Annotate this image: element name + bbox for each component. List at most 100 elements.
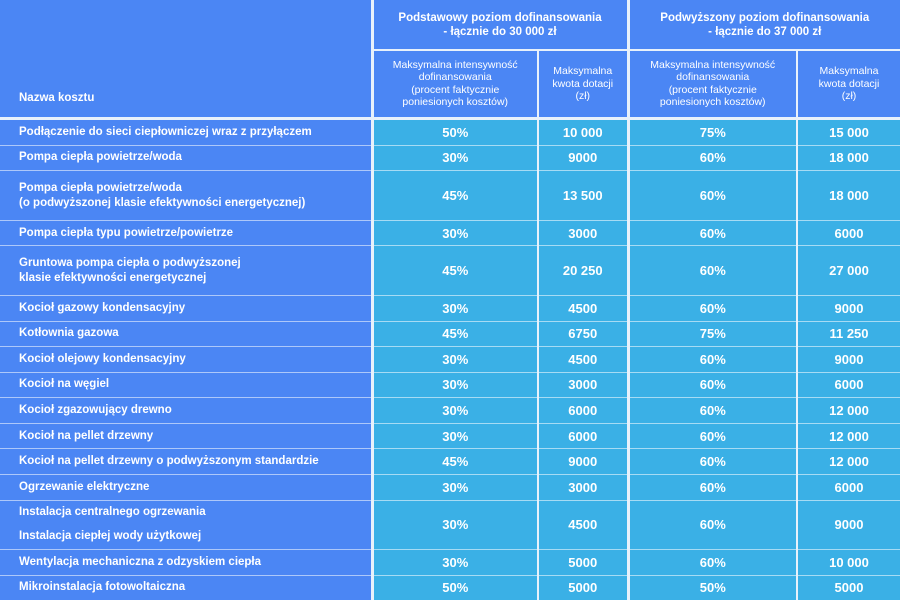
- name-column-header: Nazwa kosztu: [0, 0, 374, 120]
- raised-intensity-cell: 60%: [628, 423, 798, 450]
- cost-name-cell: Mikroinstalacja fotowoltaiczna: [0, 575, 374, 600]
- basic-amount-cell: 6000: [538, 397, 630, 424]
- basic-intensity-cell: 45%: [372, 245, 539, 296]
- cost-name-cell: Instalacja ciepłej wody użytkowej: [0, 524, 374, 551]
- basic-intensity-header: Maksymalna intensywność dofinansowania (…: [372, 50, 539, 120]
- raised-amount-header: Maksymalna kwota dotacji (zł): [797, 50, 900, 120]
- raised-intensity-cell: 60%: [628, 295, 798, 322]
- table-row: Pompa ciepła powietrze/woda (o podwyższon…: [0, 170, 900, 221]
- raised-intensity-cell: 60%: [628, 500, 798, 551]
- cost-name-line: Podłączenie do sieci ciepłowniczej wraz …: [19, 125, 312, 138]
- table-row: Kocioł zgazowujący drewno 30% 6000 60% 12 00…: [0, 397, 900, 424]
- cost-name-cell: Kocioł zgazowujący drewno: [0, 397, 374, 424]
- raised-level-title: Podwyższony poziom dofinansowania: [660, 11, 870, 24]
- basic-level-limit: - łącznie do 30 000 zł: [443, 25, 557, 38]
- basic-amount-cell: 6000: [538, 423, 630, 450]
- cost-name-line: (o podwyższonej klasie efektywności ener…: [19, 196, 306, 209]
- cost-name-line: Pompa ciepła powietrze/woda: [19, 151, 182, 164]
- cost-name-line: Kocioł na pellet drzewny o podwyższonym …: [19, 455, 319, 468]
- intensity-label-line: (procent faktycznie: [411, 83, 500, 96]
- raised-intensity-cell: 75%: [628, 118, 798, 146]
- raised-amount-cell: 6000: [797, 372, 900, 399]
- cost-name-cell: Wentylacja mechaniczna z odzyskiem ciepł…: [0, 549, 374, 576]
- raised-amount-cell: 18 000: [797, 170, 900, 221]
- basic-amount-cell: 3000: [538, 372, 630, 399]
- raised-amount-cell: 9000: [797, 346, 900, 373]
- cost-name-line: Wentylacja mechaniczna z odzyskiem ciepł…: [19, 555, 262, 568]
- basic-intensity-cell: 30%: [372, 220, 539, 247]
- table-body: Podłączenie do sieci ciepłowniczej wraz …: [0, 118, 900, 600]
- raised-intensity-cell: 60%: [628, 448, 798, 475]
- raised-amount-cell: 9000: [797, 500, 900, 551]
- intensity-label-line: Maksymalna intensywność: [650, 58, 776, 71]
- amount-label-line: (zł): [575, 90, 591, 102]
- basic-amount-cell: 9000: [538, 145, 630, 172]
- basic-level-title: Podstawowy poziom dofinansowania: [398, 11, 602, 24]
- raised-intensity-cell: 60%: [628, 474, 798, 501]
- table-row: Pompa ciepła typu powietrze/powietrze 30%…: [0, 220, 900, 247]
- amount-label-line: Maksymalna: [553, 65, 613, 77]
- table-row: Instalacja centralnego ogrzewania 30% 4500…: [0, 500, 900, 551]
- cost-name-cell: Kocioł na węgiel: [0, 372, 374, 399]
- raised-amount-cell: 12 000: [797, 448, 900, 475]
- table-row: Pompa ciepła powietrze/woda 30% 9000 60% 18 …: [0, 145, 900, 172]
- cost-name-line: Kocioł na pellet drzewny: [19, 429, 154, 442]
- basic-amount-cell: 20 250: [538, 245, 630, 296]
- raised-intensity-cell: 50%: [628, 575, 798, 600]
- cost-name-line: Kocioł na węgiel: [19, 378, 110, 391]
- intensity-label-line: (procent faktycznie: [668, 83, 757, 96]
- cost-name-line: Mikroinstalacja fotowoltaiczna: [19, 581, 186, 594]
- basic-amount-header: Maksymalna kwota dotacji (zł): [538, 50, 630, 120]
- basic-amount-cell: 4500: [538, 346, 630, 373]
- cost-name-cell: Podłączenie do sieci ciepłowniczej wraz …: [0, 118, 374, 146]
- intensity-label-line: dofinansowania: [418, 71, 492, 84]
- cost-name-cell: Kocioł na pellet drzewny o podwyższonym …: [0, 448, 374, 475]
- cost-name-line: Gruntowa pompa ciepła o podwyższonej: [19, 256, 241, 269]
- raised-amount-cell: 6000: [797, 220, 900, 247]
- cost-name-cell: Pompa ciepła powietrze/woda: [0, 145, 374, 172]
- table-row: Mikroinstalacja fotowoltaiczna 50% 5000 50%…: [0, 575, 900, 600]
- basic-intensity-cell: 30%: [372, 145, 539, 172]
- raised-amount-cell: 5000: [797, 575, 900, 600]
- raised-intensity-cell: 75%: [628, 321, 798, 348]
- basic-intensity-cell: 50%: [372, 575, 539, 600]
- basic-intensity-cell: 45%: [372, 321, 539, 348]
- raised-intensity-cell: 60%: [628, 220, 798, 247]
- raised-amount-cell: 10 000: [797, 549, 900, 576]
- raised-intensity-cell: 60%: [628, 372, 798, 399]
- cost-name-cell: Pompa ciepła typu powietrze/powietrze: [0, 220, 374, 247]
- basic-intensity-cell: 30%: [372, 346, 539, 373]
- intensity-label-line: poniesionych kosztów): [402, 96, 509, 109]
- raised-amount-cell: 12 000: [797, 423, 900, 450]
- raised-intensity-cell: 60%: [628, 170, 798, 221]
- table-row: Podłączenie do sieci ciepłowniczej wraz …: [0, 118, 900, 146]
- raised-intensity-cell: 60%: [628, 346, 798, 373]
- cost-name-cell: Kotłownia gazowa: [0, 321, 374, 348]
- intensity-label-line: Maksymalna intensywność: [392, 58, 518, 71]
- cost-name-cell: Pompa ciepła powietrze/woda (o podwyższon…: [0, 170, 374, 221]
- raised-amount-cell: 9000: [797, 295, 900, 322]
- raised-intensity-cell: 60%: [628, 145, 798, 172]
- table-row: Instalacja ciepłej wody użytkowej: [0, 524, 900, 551]
- amount-label-line: kwota dotacji: [818, 77, 880, 90]
- table-row: Kocioł olejowy kondensacyjny 30% 4500 60% 90…: [0, 346, 900, 373]
- raised-amount-cell: 18 000: [797, 145, 900, 172]
- basic-amount-cell: 4500: [538, 295, 630, 322]
- table-row: Wentylacja mechaniczna z odzyskiem ciepł…: [0, 549, 900, 576]
- basic-amount-cell: 3000: [538, 220, 630, 247]
- cost-name-line: Kocioł zgazowujący drewno: [19, 404, 172, 417]
- basic-level-header: Podstawowy poziom dofinansowania - łączn…: [372, 0, 630, 51]
- basic-intensity-cell: 30%: [372, 423, 539, 450]
- basic-amount-cell: 4500: [538, 500, 630, 551]
- cost-name-cell: Instalacja centralnego ogrzewania: [0, 500, 374, 525]
- basic-amount-cell: 6750: [538, 321, 630, 348]
- raised-level-limit: - łącznie do 37 000 zł: [708, 25, 822, 38]
- raised-intensity-cell: 60%: [628, 397, 798, 424]
- basic-amount-cell: 5000: [538, 575, 630, 600]
- intensity-label-line: poniesionych kosztów): [659, 96, 766, 109]
- cost-name-line: Pompa ciepła typu powietrze/powietrze: [19, 226, 234, 239]
- table-row: Kocioł gazowy kondensacyjny 30% 4500 60% 900…: [0, 295, 900, 322]
- basic-amount-cell: 9000: [538, 448, 630, 475]
- raised-amount-cell: 27 000: [797, 245, 900, 296]
- basic-intensity-cell: 45%: [372, 170, 539, 221]
